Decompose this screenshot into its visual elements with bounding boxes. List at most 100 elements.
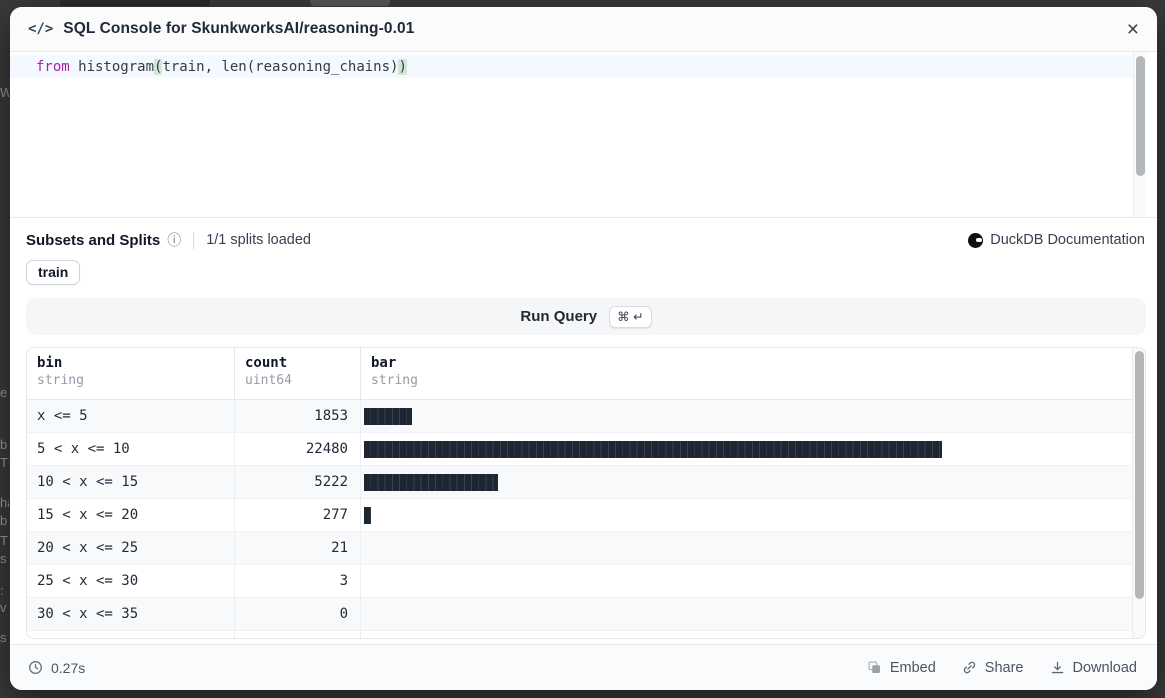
query-duration: 0.27s	[28, 660, 85, 676]
count-cell: 22480	[235, 433, 361, 465]
background-text-fragment: e	[0, 385, 8, 400]
background-page-fragments: WebThhabTs:vs	[0, 0, 9, 698]
share-button[interactable]: Share	[962, 660, 1024, 676]
background-text-fragment: :	[0, 583, 4, 598]
count-cell: 21	[235, 532, 361, 564]
count-cell: 277	[235, 499, 361, 531]
histogram-bar	[364, 506, 372, 524]
column-type: uint64	[245, 373, 292, 388]
bar-cell	[361, 466, 1132, 498]
background-text-fragment: W	[0, 85, 9, 100]
subsets-heading: Subsets and Splits	[26, 231, 161, 249]
column-type: string	[37, 373, 84, 388]
bin-cell: 25 < x <= 30	[27, 565, 235, 597]
background-text-fragment: s	[0, 551, 7, 566]
table-row: 15 < x <= 20 277	[27, 499, 1132, 532]
download-label: Download	[1072, 659, 1138, 676]
column-type: string	[371, 373, 418, 388]
background-page-fragment	[60, 0, 210, 6]
download-icon	[1051, 661, 1063, 674]
code-icon: </>	[28, 21, 54, 37]
table-scrollbar-thumb[interactable]	[1135, 351, 1144, 599]
subsets-section: Subsets and Splits ⓘ 1/1 splits loaded D…	[10, 218, 1157, 285]
column-name: bar	[371, 355, 397, 371]
column-name: bin	[37, 355, 63, 371]
bin-cell: 30 < x <= 35	[27, 598, 235, 630]
sql-keyword: from	[36, 58, 70, 75]
bar-cell	[361, 598, 1132, 630]
bar-cell	[361, 433, 1132, 465]
bin-cell: 15 < x <= 20	[27, 499, 235, 531]
background-text-fragment: b	[0, 437, 8, 452]
download-button[interactable]: Download	[1050, 659, 1138, 676]
run-query-label: Run Query	[520, 308, 598, 325]
column-name: count	[245, 355, 288, 371]
count-cell: 1853	[235, 400, 361, 432]
table-row: 5 < x <= 10 22480	[27, 433, 1132, 466]
modal-footer: 0.27s Embed Share Download	[10, 644, 1157, 690]
duckdb-documentation-link[interactable]: DuckDB Documentation	[968, 232, 1145, 248]
sql-function: histogram	[69, 58, 155, 75]
bin-cell: x <= 5	[27, 400, 235, 432]
table-row: x <= 5 1853	[27, 400, 1132, 433]
column-header-bar: bar string	[361, 348, 1132, 399]
count-cell: 5222	[235, 466, 361, 498]
duration-value: 0.27s	[51, 659, 86, 676]
keyboard-shortcut-badge: ⌘ ↵	[609, 305, 652, 328]
background-text-fragment: b	[0, 513, 8, 528]
sql-close-paren: )	[398, 58, 407, 75]
bar-cell	[361, 565, 1132, 597]
bin-cell: 20 < x <= 25	[27, 532, 235, 564]
histogram-bar	[364, 440, 942, 458]
background-text-fragment: ha	[0, 495, 9, 510]
divider	[193, 231, 195, 249]
bin-cell: 5 < x <= 10	[27, 433, 235, 465]
sql-open-paren: (	[154, 58, 163, 75]
table-header-row: bin string count uint64 bar string	[27, 348, 1132, 400]
embed-button[interactable]: Embed	[867, 660, 936, 676]
clock-icon	[29, 661, 42, 674]
count-cell: 0	[235, 631, 361, 638]
histogram-bar	[364, 473, 499, 491]
sql-console-modal: </> SQL Console for SkunkworksAI/reasoni…	[10, 7, 1157, 690]
duckdb-icon	[968, 232, 984, 248]
bar-cell	[361, 532, 1132, 564]
embed-icon	[868, 661, 880, 673]
share-link-icon	[963, 661, 976, 674]
bin-cell: 10 < x <= 15	[27, 466, 235, 498]
background-text-fragment: T	[0, 533, 8, 548]
bin-cell: 35 < x <= 40	[27, 631, 235, 638]
close-icon[interactable]: ×	[1126, 17, 1139, 41]
background-text-fragment: s	[0, 630, 7, 645]
split-chip-train[interactable]: train	[26, 260, 81, 285]
table-row: 10 < x <= 15 5222	[27, 466, 1132, 499]
count-cell: 3	[235, 565, 361, 597]
table-row: 35 < x <= 400	[27, 631, 1132, 638]
share-label: Share	[984, 659, 1024, 676]
histogram-bar	[364, 407, 412, 425]
bar-cell	[361, 631, 1132, 638]
column-header-bin: bin string	[27, 348, 235, 399]
bar-cell	[361, 499, 1132, 531]
count-cell: 0	[235, 598, 361, 630]
sql-editor-active-line[interactable]: from histogram(train, len(reasoning_chai…	[10, 55, 1133, 78]
duckdb-doc-label: DuckDB Documentation	[990, 232, 1145, 248]
table-row: 25 < x <= 30 3	[27, 565, 1132, 598]
table-row: 20 < x <= 25 21	[27, 532, 1132, 565]
background-page-fragment	[310, 0, 390, 6]
info-icon[interactable]: ⓘ	[167, 232, 182, 248]
sql-editor[interactable]: from histogram(train, len(reasoning_chai…	[10, 52, 1157, 218]
embed-label: Embed	[889, 659, 936, 676]
modal-header: </> SQL Console for SkunkworksAI/reasoni…	[10, 7, 1157, 52]
table-scrollbar-track[interactable]	[1132, 348, 1145, 638]
background-text-fragment: v	[0, 600, 7, 615]
splits-loaded-status: 1/1 splits loaded	[206, 232, 311, 248]
run-query-button[interactable]: Run Query ⌘ ↵	[26, 298, 1146, 335]
sql-args: train, len(reasoning_chains)	[162, 58, 399, 75]
editor-scrollbar-track[interactable]	[1133, 52, 1146, 217]
background-text-fragment: Th	[0, 455, 9, 470]
modal-title: SQL Console for SkunkworksAI/reasoning-0…	[63, 20, 415, 37]
column-header-count: count uint64	[235, 348, 361, 399]
editor-scrollbar-thumb[interactable]	[1136, 56, 1145, 176]
bar-cell	[361, 400, 1132, 432]
